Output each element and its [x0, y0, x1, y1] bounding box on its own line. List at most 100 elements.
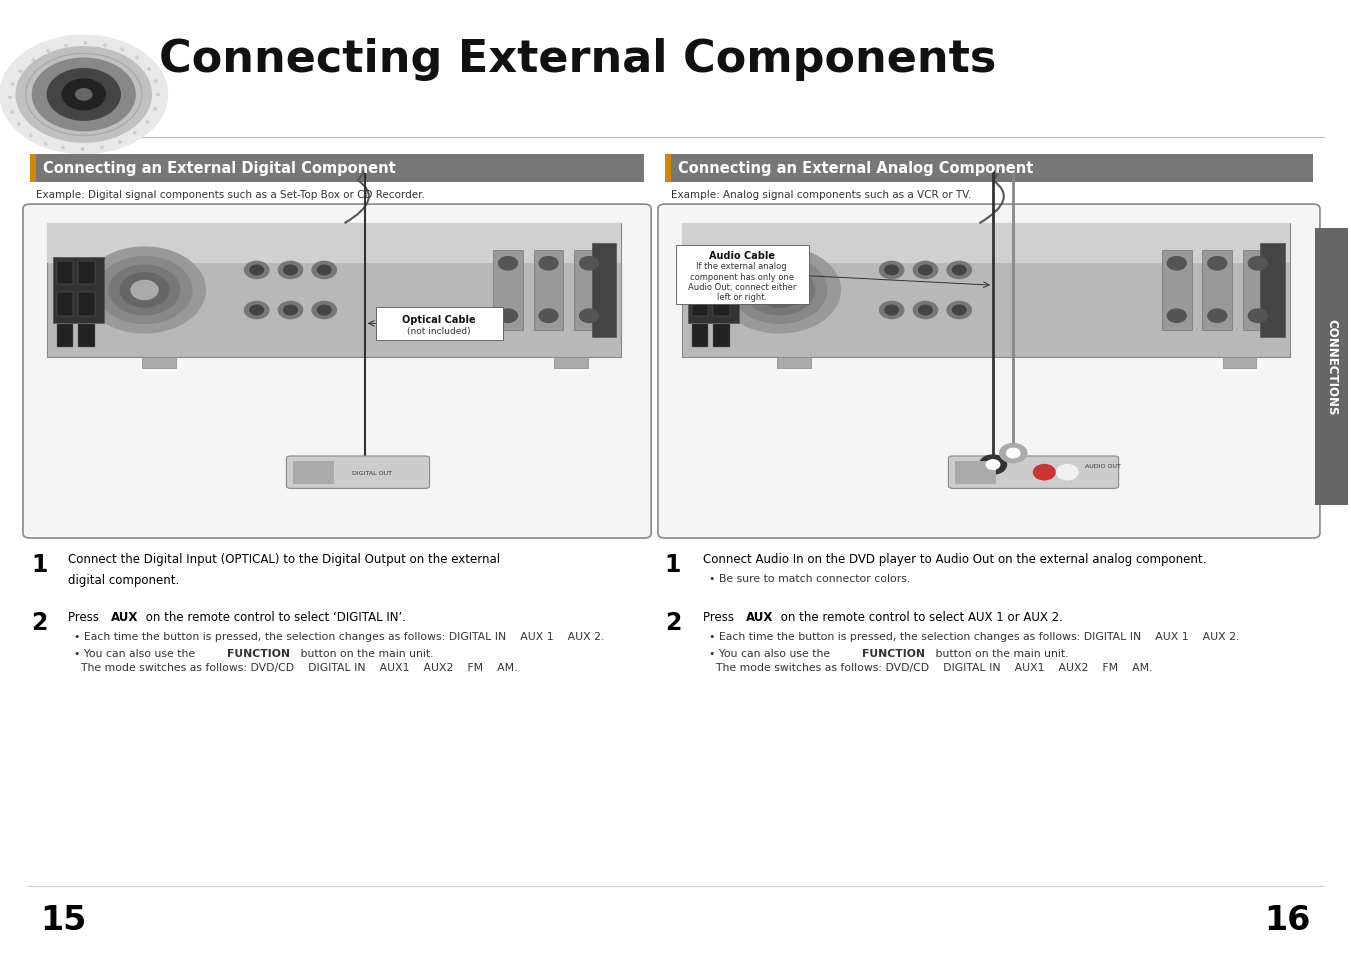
- Circle shape: [1208, 310, 1227, 323]
- Bar: [682, 224, 1290, 264]
- Bar: [57, 261, 73, 285]
- Bar: [665, 154, 1313, 183]
- Text: Connecting an External Analog Component: Connecting an External Analog Component: [678, 161, 1034, 176]
- Bar: [57, 324, 73, 348]
- Circle shape: [284, 306, 297, 315]
- Circle shape: [919, 266, 932, 275]
- Text: 15: 15: [41, 903, 86, 936]
- Circle shape: [120, 274, 169, 308]
- Circle shape: [1056, 465, 1078, 480]
- Bar: [688, 257, 739, 324]
- Circle shape: [32, 59, 135, 132]
- Circle shape: [16, 48, 151, 143]
- Text: 1: 1: [31, 553, 47, 577]
- Text: 01: 01: [100, 42, 105, 48]
- Bar: [493, 251, 523, 331]
- Circle shape: [580, 310, 598, 323]
- Circle shape: [131, 281, 158, 300]
- Text: Press: Press: [68, 610, 103, 623]
- Bar: [293, 461, 334, 484]
- Text: Connect Audio In on the DVD player to Audio Out on the external analog component: Connect Audio In on the DVD player to Au…: [703, 553, 1206, 566]
- Circle shape: [278, 262, 303, 279]
- Bar: [554, 357, 588, 369]
- Text: • Each time the button is pressed, the selection changes as follows: DIGITAL IN : • Each time the button is pressed, the s…: [74, 631, 605, 640]
- Circle shape: [913, 302, 938, 319]
- FancyBboxPatch shape: [376, 308, 503, 340]
- Circle shape: [880, 262, 904, 279]
- Circle shape: [97, 257, 192, 324]
- Bar: [574, 251, 604, 331]
- Text: button on the main unit.: button on the main unit.: [932, 648, 1069, 658]
- Bar: [955, 461, 996, 484]
- Bar: [713, 324, 730, 348]
- Text: 1: 1: [665, 553, 681, 577]
- Text: AUX: AUX: [746, 610, 773, 623]
- Text: on the remote control to select ‘DIGITAL IN’.: on the remote control to select ‘DIGITAL…: [142, 610, 405, 623]
- Bar: [692, 293, 708, 316]
- Bar: [47, 224, 621, 264]
- Text: 01: 01: [82, 40, 85, 46]
- Bar: [682, 224, 1290, 357]
- Bar: [78, 293, 95, 316]
- Circle shape: [885, 306, 898, 315]
- Text: 01: 01: [28, 55, 34, 61]
- Text: 01: 01: [153, 107, 158, 112]
- Bar: [1260, 244, 1285, 337]
- Text: If the external analog
component has only one
Audio Out, connect either
left or : If the external analog component has onl…: [688, 262, 796, 302]
- Text: 16: 16: [1265, 903, 1310, 936]
- Text: 01: 01: [153, 79, 158, 84]
- Circle shape: [919, 306, 932, 315]
- Circle shape: [76, 90, 92, 101]
- Text: The mode switches as follows: DVD/CD    DIGITAL IN    AUX1    AUX2    FM    AM.: The mode switches as follows: DVD/CD DIG…: [709, 662, 1152, 672]
- Text: 01: 01: [155, 93, 161, 97]
- Bar: [713, 261, 730, 285]
- Circle shape: [1248, 257, 1267, 271]
- Bar: [665, 154, 671, 183]
- Text: 2: 2: [665, 610, 681, 634]
- Text: FUNCTION: FUNCTION: [227, 648, 290, 658]
- Circle shape: [1167, 257, 1186, 271]
- Text: 01: 01: [7, 93, 12, 97]
- Circle shape: [947, 302, 971, 319]
- Circle shape: [284, 266, 297, 275]
- Text: 01: 01: [16, 118, 23, 125]
- Circle shape: [952, 306, 966, 315]
- Bar: [534, 251, 563, 331]
- Text: • You can also use the: • You can also use the: [709, 648, 834, 658]
- Text: 01: 01: [100, 143, 105, 149]
- Text: 01: 01: [28, 130, 34, 135]
- Circle shape: [1000, 444, 1027, 463]
- Circle shape: [979, 456, 1006, 475]
- Circle shape: [1208, 257, 1227, 271]
- Circle shape: [719, 248, 840, 334]
- Circle shape: [580, 257, 598, 271]
- Text: • You can also use the: • You can also use the: [74, 648, 199, 658]
- Circle shape: [755, 274, 804, 308]
- Text: 01: 01: [43, 137, 50, 144]
- Circle shape: [732, 257, 827, 324]
- Text: Example: Digital signal components such as a Set-Top Box or CD Recorder.: Example: Digital signal components such …: [36, 190, 426, 199]
- Circle shape: [913, 262, 938, 279]
- Bar: [30, 154, 644, 183]
- Text: 01: 01: [118, 137, 124, 144]
- Circle shape: [245, 262, 269, 279]
- Circle shape: [0, 36, 168, 154]
- Bar: [1223, 357, 1256, 369]
- Bar: [1243, 251, 1273, 331]
- Text: Audio Cable: Audio Cable: [709, 251, 774, 260]
- Text: digital component.: digital component.: [68, 574, 178, 587]
- Text: Connecting an External Digital Component: Connecting an External Digital Component: [43, 161, 396, 176]
- Bar: [713, 293, 730, 316]
- Circle shape: [880, 302, 904, 319]
- Circle shape: [885, 266, 898, 275]
- Circle shape: [250, 306, 263, 315]
- Circle shape: [317, 266, 331, 275]
- Circle shape: [1167, 310, 1186, 323]
- Bar: [692, 261, 708, 285]
- Circle shape: [744, 266, 815, 315]
- Text: 01: 01: [82, 145, 85, 151]
- Circle shape: [947, 262, 971, 279]
- Text: • Be sure to match connector colors.: • Be sure to match connector colors.: [709, 574, 911, 583]
- Text: 01: 01: [145, 118, 151, 125]
- Text: 01: 01: [134, 130, 139, 135]
